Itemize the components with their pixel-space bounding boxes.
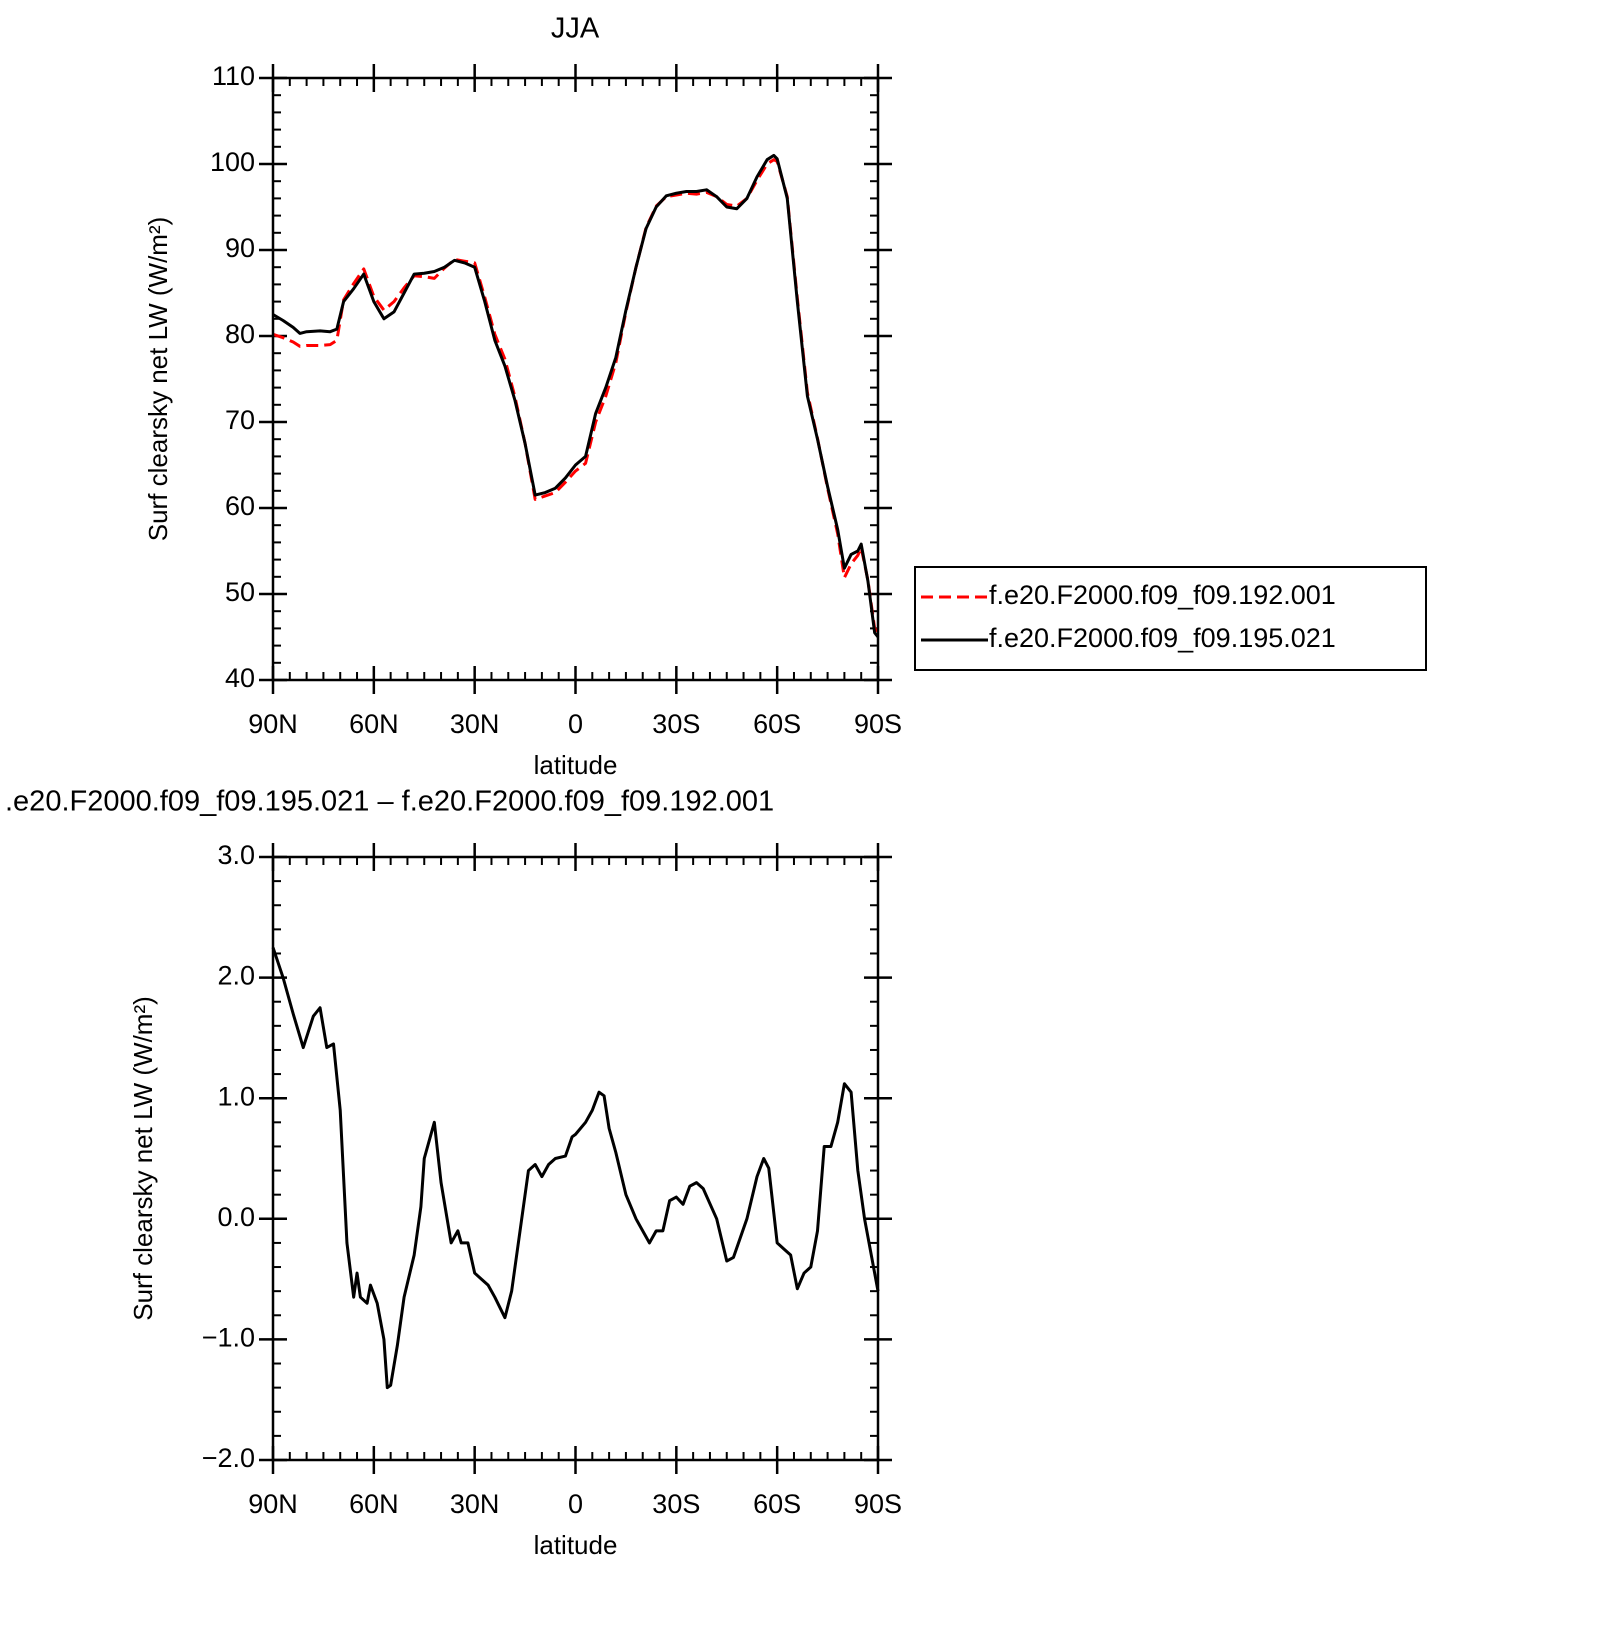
legend-label: f.e20.F2000.f09_f09.192.001	[989, 580, 1336, 610]
y-tick-label: −2.0	[202, 1443, 255, 1473]
y-tick-label: 80	[225, 319, 255, 349]
x-tick-label: 60S	[753, 1489, 801, 1519]
x-tick-label: 30N	[450, 709, 500, 739]
x-axis-label: latitude	[534, 750, 618, 780]
y-axis-label: Surf clearsky net LW (W/m²)	[143, 217, 173, 542]
plot-frame	[271, 855, 880, 1462]
y-tick-label: 100	[210, 147, 255, 177]
x-tick-label: 60S	[753, 709, 801, 739]
y-tick-label: 70	[225, 405, 255, 435]
x-tick-label: 90S	[854, 709, 902, 739]
y-tick-label: 90	[225, 233, 255, 263]
series-line	[272, 153, 880, 638]
x-tick-label: 60N	[349, 709, 399, 739]
y-tick-label: 40	[225, 663, 255, 693]
legend-label: f.e20.F2000.f09_f09.195.021	[989, 623, 1336, 653]
x-tick-label: 30S	[652, 709, 700, 739]
plot-frame	[271, 76, 880, 682]
legend-box	[914, 566, 1427, 671]
x-tick-label: 30N	[450, 1489, 500, 1519]
y-tick-label: −1.0	[202, 1323, 255, 1353]
y-tick-label: 110	[212, 61, 255, 91]
y-tick-label: 1.0	[217, 1081, 255, 1111]
x-tick-label: 90S	[854, 1489, 902, 1519]
y-tick-label: 3.0	[217, 840, 255, 870]
x-tick-label: 60N	[349, 1489, 399, 1519]
y-tick-label: 0.0	[217, 1202, 255, 1232]
series-line	[271, 946, 880, 1390]
chart-title: JJA	[551, 13, 600, 45]
x-tick-label: 0	[568, 1489, 583, 1519]
y-axis-label: Surf clearsky net LW (W/m²)	[128, 996, 158, 1321]
x-tick-label: 0	[568, 709, 583, 739]
y-tick-label: 60	[225, 491, 255, 521]
series-line	[272, 158, 880, 633]
x-axis-label: latitude	[534, 1530, 618, 1560]
x-tick-label: 90N	[248, 709, 298, 739]
x-tick-label: 90N	[248, 1489, 298, 1519]
chart-title: .e20.F2000.f09_f09.195.021 – f.e20.F2000…	[5, 786, 774, 818]
y-tick-label: 2.0	[217, 961, 255, 991]
x-tick-label: 30S	[652, 1489, 700, 1519]
y-tick-label: 50	[225, 577, 255, 607]
